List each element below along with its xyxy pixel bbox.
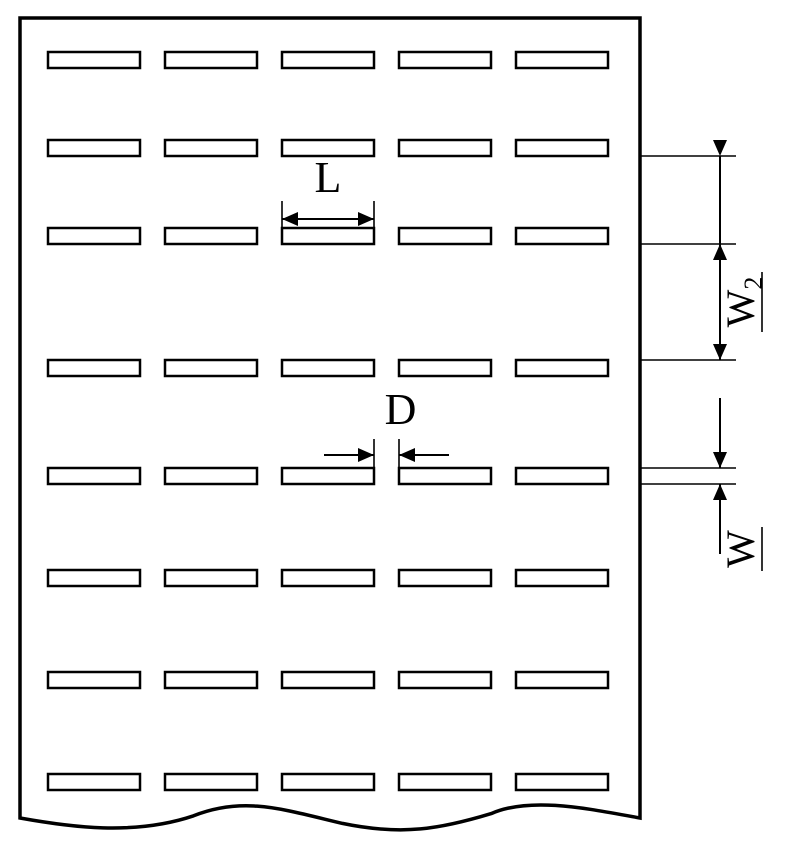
dimension-arrowhead	[713, 484, 727, 500]
slot	[48, 774, 140, 790]
dimension-label-w: W	[718, 530, 763, 568]
slot	[399, 140, 491, 156]
slot	[282, 570, 374, 586]
dimension-label-w2-group: W2	[718, 272, 768, 332]
dimension-arrowhead	[399, 448, 415, 462]
slot	[165, 140, 257, 156]
slot	[282, 672, 374, 688]
slot	[516, 468, 608, 484]
slot	[282, 360, 374, 376]
slot	[399, 360, 491, 376]
slot	[48, 570, 140, 586]
slot	[516, 360, 608, 376]
slot	[48, 360, 140, 376]
dimension-label-w2: W2	[718, 277, 768, 328]
slot	[48, 672, 140, 688]
dimension-label-l: L	[315, 153, 342, 202]
dimension-arrowhead	[713, 244, 727, 260]
slot	[165, 228, 257, 244]
dimension-arrowhead	[282, 212, 298, 226]
dimension-arrowhead	[713, 140, 727, 156]
slot	[282, 52, 374, 68]
slot	[516, 52, 608, 68]
dimension-label-w-group: W	[718, 527, 763, 571]
slot	[282, 468, 374, 484]
slot	[399, 52, 491, 68]
slot	[399, 228, 491, 244]
dimension-label-d: D	[385, 385, 417, 434]
slot	[399, 774, 491, 790]
slot	[48, 228, 140, 244]
slot	[48, 52, 140, 68]
slot	[48, 468, 140, 484]
slot	[516, 570, 608, 586]
slot	[282, 774, 374, 790]
slot	[165, 468, 257, 484]
slot	[165, 570, 257, 586]
slot	[516, 672, 608, 688]
slot	[516, 774, 608, 790]
slot	[399, 570, 491, 586]
slot	[516, 140, 608, 156]
slot	[48, 140, 140, 156]
slot	[165, 360, 257, 376]
slot	[165, 672, 257, 688]
slot	[165, 52, 257, 68]
dimension-arrowhead	[358, 212, 374, 226]
dimension-arrowhead	[713, 452, 727, 468]
slot	[165, 774, 257, 790]
slot	[399, 468, 491, 484]
slot	[399, 672, 491, 688]
slot	[516, 228, 608, 244]
dimension-arrowhead	[358, 448, 374, 462]
dimension-arrowhead	[713, 344, 727, 360]
slot	[282, 228, 374, 244]
